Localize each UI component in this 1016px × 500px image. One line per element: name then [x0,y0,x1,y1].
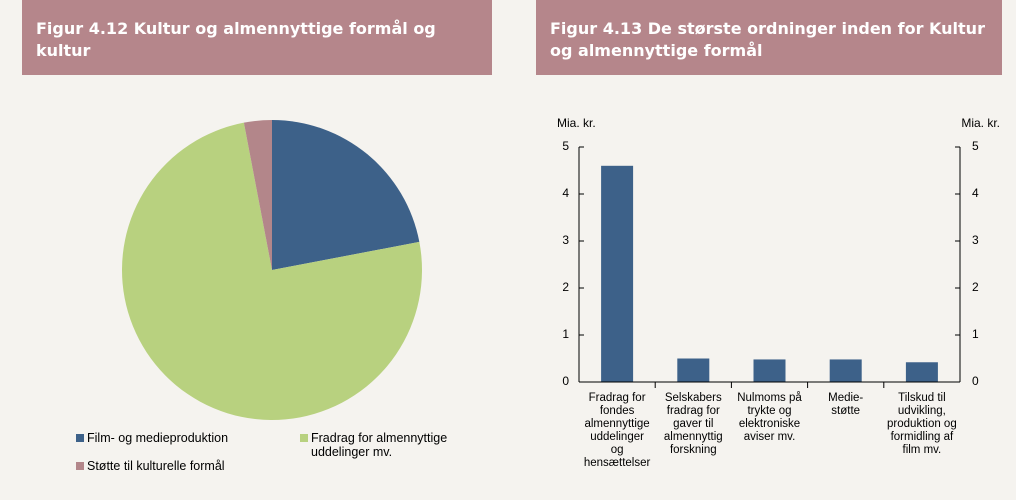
legend-swatch [76,434,84,442]
x-tick-label: Selskabers fradrag for gaver til almenny… [663,392,723,456]
y2-tick-label: 1 [972,327,979,341]
y2-tick-label: 2 [972,280,979,294]
y-axis-label: Mia. kr. [557,116,596,130]
legend-swatch [76,462,84,470]
y-tick-label: 2 [562,280,569,294]
pie-slice [243,120,272,270]
bar [753,359,786,382]
x-tick-label: Tilskud til udvikling, produktion og for… [887,392,957,456]
bar [601,165,634,382]
x-tick-label: Nulmoms på trykte og elektroniske aviser… [737,392,802,443]
bar [677,358,710,382]
legend-label: Støtte til kulturelle formål [87,459,225,473]
pie-slice [122,122,422,421]
bar [829,359,862,382]
legend-swatch [300,434,308,442]
bar [905,362,938,382]
y-tick-label: 5 [562,139,569,153]
y-tick-label: 0 [562,374,569,388]
y2-tick-label: 4 [972,186,979,200]
y2-axis-label: Mia. kr. [961,116,1000,130]
chart-title: Figur 4.12 Kultur og almennyttige formål… [22,0,492,75]
legend-label: Film- og medieproduktion [87,431,229,445]
y2-tick-label: 5 [972,139,979,153]
pie-slice [272,120,420,270]
chart-title: Figur 4.13 De største ordninger inden fo… [536,0,1002,75]
x-tick-label: Fradrag for fondes almennyttige uddeling… [583,392,651,469]
y-tick-label: 1 [562,327,569,341]
y2-tick-label: 0 [972,374,979,388]
x-tick-label: Medie- støtte [828,392,864,417]
y2-tick-label: 3 [972,233,979,247]
legend-label: Fradrag for almennyttige uddelinger mv. [311,431,448,459]
y-tick-label: 3 [562,233,569,247]
y-tick-label: 4 [562,186,569,200]
